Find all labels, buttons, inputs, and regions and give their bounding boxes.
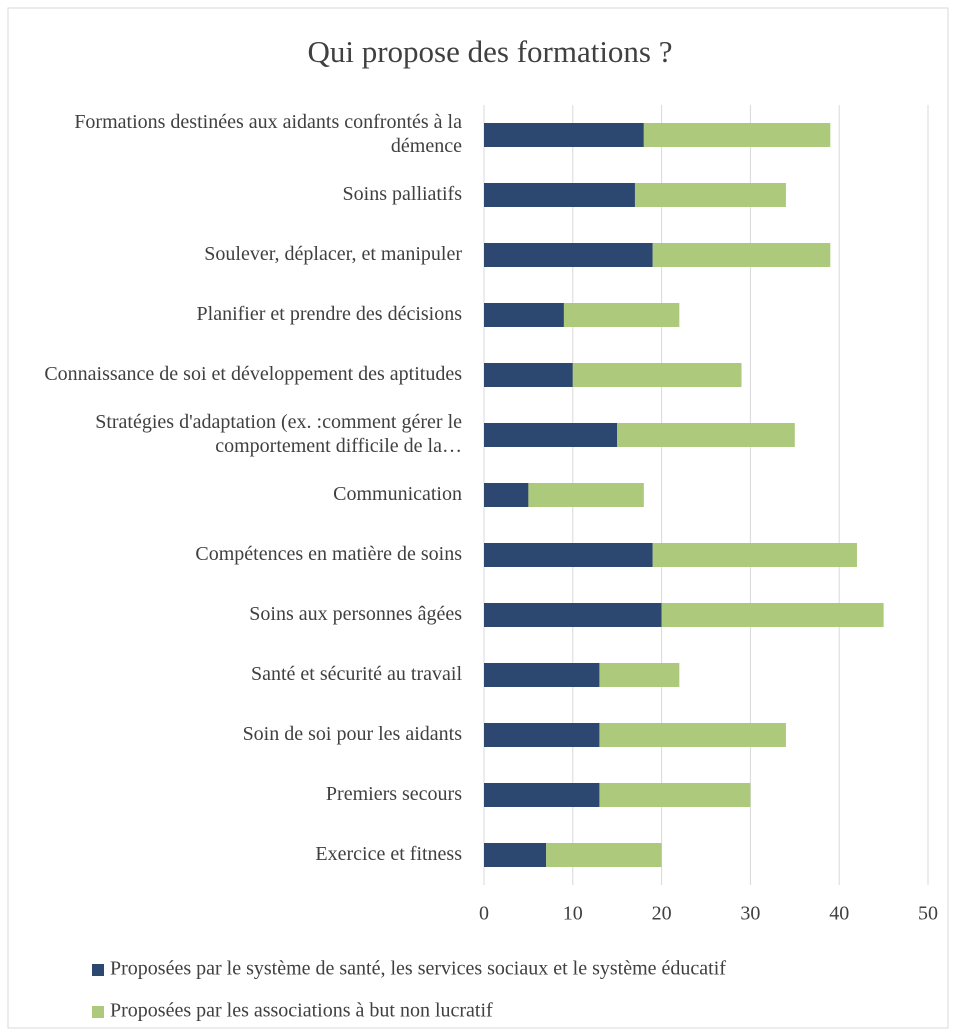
y-tick-label: Compétences en matière de soins xyxy=(195,543,462,565)
bar-segment xyxy=(484,123,644,147)
y-tick-label: Santé et sécurité au travail xyxy=(251,663,462,685)
bar-segment xyxy=(599,663,680,687)
chart-title: Qui propose des formations ? xyxy=(307,34,672,69)
bar-segment xyxy=(484,183,635,207)
bar-segment xyxy=(643,123,831,147)
legend-swatch xyxy=(92,1006,104,1018)
bar-segment xyxy=(652,243,831,267)
bar-segment xyxy=(599,723,786,747)
x-tick-label: 40 xyxy=(829,903,849,925)
y-tick-label: Stratégies d'adaptation (ex. :comment gé… xyxy=(95,411,462,457)
legend-swatch xyxy=(92,964,104,976)
y-tick-label: Soulever, déplacer, et manipuler xyxy=(204,243,462,265)
bar-segment xyxy=(484,603,662,627)
bar-segment xyxy=(528,483,644,507)
bar-segment xyxy=(652,543,857,567)
y-tick-label: Exercice et fitness xyxy=(315,843,462,865)
x-tick-label: 30 xyxy=(740,903,760,925)
x-tick-label: 0 xyxy=(479,903,489,925)
x-tick-label: 20 xyxy=(652,903,672,925)
y-tick-label: Formations destinées aux aidants confron… xyxy=(74,111,462,157)
bar-segment xyxy=(661,603,884,627)
bar-segment xyxy=(484,783,600,807)
legend-label: Proposées par les associations à but non… xyxy=(110,1000,493,1022)
y-tick-label: Soins palliatifs xyxy=(343,183,463,205)
bar-segment xyxy=(484,243,653,267)
y-tick-label: Premiers secours xyxy=(326,783,462,805)
bar-segment xyxy=(484,303,564,327)
bar-segment xyxy=(484,423,618,447)
y-tick-label: Communication xyxy=(333,483,462,505)
bar-segment xyxy=(484,483,529,507)
bar-segment xyxy=(572,363,742,387)
bar-segment xyxy=(484,363,573,387)
bar-segment xyxy=(546,843,662,867)
legend-label: Proposées par le système de santé, les s… xyxy=(110,958,726,980)
bar-segment xyxy=(617,423,795,447)
y-tick-label: Soin de soi pour les aidants xyxy=(243,723,463,745)
bar-segment xyxy=(484,843,547,867)
y-tick-label: Planifier et prendre des décisions xyxy=(197,303,463,325)
bar-segment xyxy=(563,303,680,327)
y-tick-label: Soins aux personnes âgées xyxy=(249,603,462,625)
bar-segment xyxy=(599,783,751,807)
bar-segment xyxy=(484,723,600,747)
bar-segment xyxy=(634,183,786,207)
y-tick-label: Connaissance de soi et développement des… xyxy=(44,363,462,385)
bar-segment xyxy=(484,543,653,567)
x-tick-label: 50 xyxy=(918,903,938,925)
chart-frame xyxy=(7,7,949,1029)
x-tick-label: 10 xyxy=(563,903,583,925)
bar-segment xyxy=(484,663,600,687)
